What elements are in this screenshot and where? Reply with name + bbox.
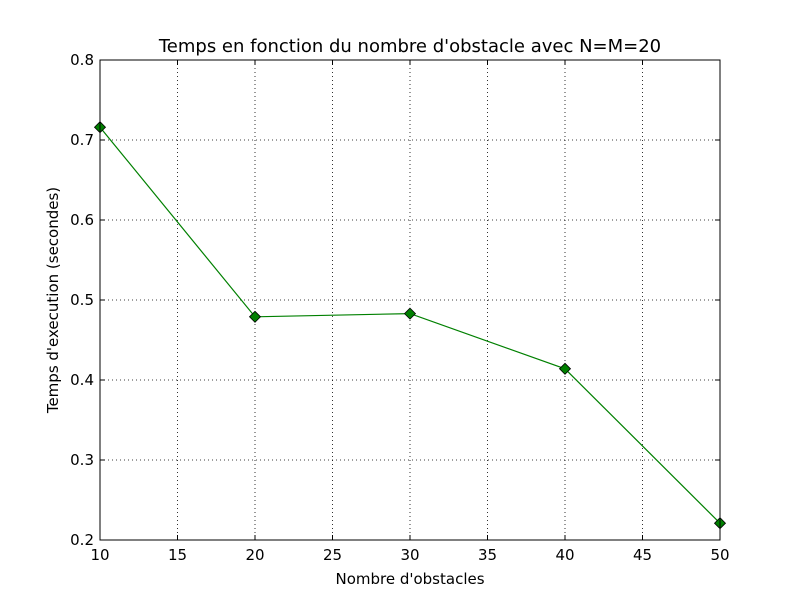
x-tick-label: 40 (555, 546, 574, 564)
y-tick-label: 0.3 (70, 451, 94, 469)
y-tick-label: 0.8 (70, 51, 94, 69)
series-line (99, 126, 721, 524)
data-point-marker (248, 310, 262, 323)
y-tick-label: 0.4 (70, 371, 94, 389)
x-tick-label: 25 (323, 546, 342, 564)
y-tick-label: 0.2 (70, 531, 94, 549)
y-tick-label: 0.5 (70, 291, 94, 309)
x-tick-label: 35 (478, 546, 497, 564)
x-tick-label: 10 (90, 546, 109, 564)
series-layer (93, 121, 727, 530)
data-point-marker (558, 362, 572, 375)
x-tick-label: 30 (400, 546, 419, 564)
x-tick-label: 45 (633, 546, 652, 564)
x-tick-label: 50 (710, 546, 729, 564)
y-tick-label: 0.6 (70, 211, 94, 229)
x-tick-label: 15 (168, 546, 187, 564)
y-axis-label: Temps d'execution (secondes) (44, 187, 62, 414)
x-tick-label: 20 (245, 546, 264, 564)
ticks: 10 15 20 25 30 35 40 45 50 0.2 0.3 0.4 0.5 0.6 0.7 0.8 (70, 51, 729, 564)
grid (100, 60, 720, 540)
y-tick-label: 0.7 (70, 131, 94, 149)
data-point-marker (403, 307, 417, 320)
chart-title: Temps en fonction du nombre d'obstacle a… (158, 36, 661, 57)
x-axis-label: Nombre d'obstacles (335, 570, 484, 588)
